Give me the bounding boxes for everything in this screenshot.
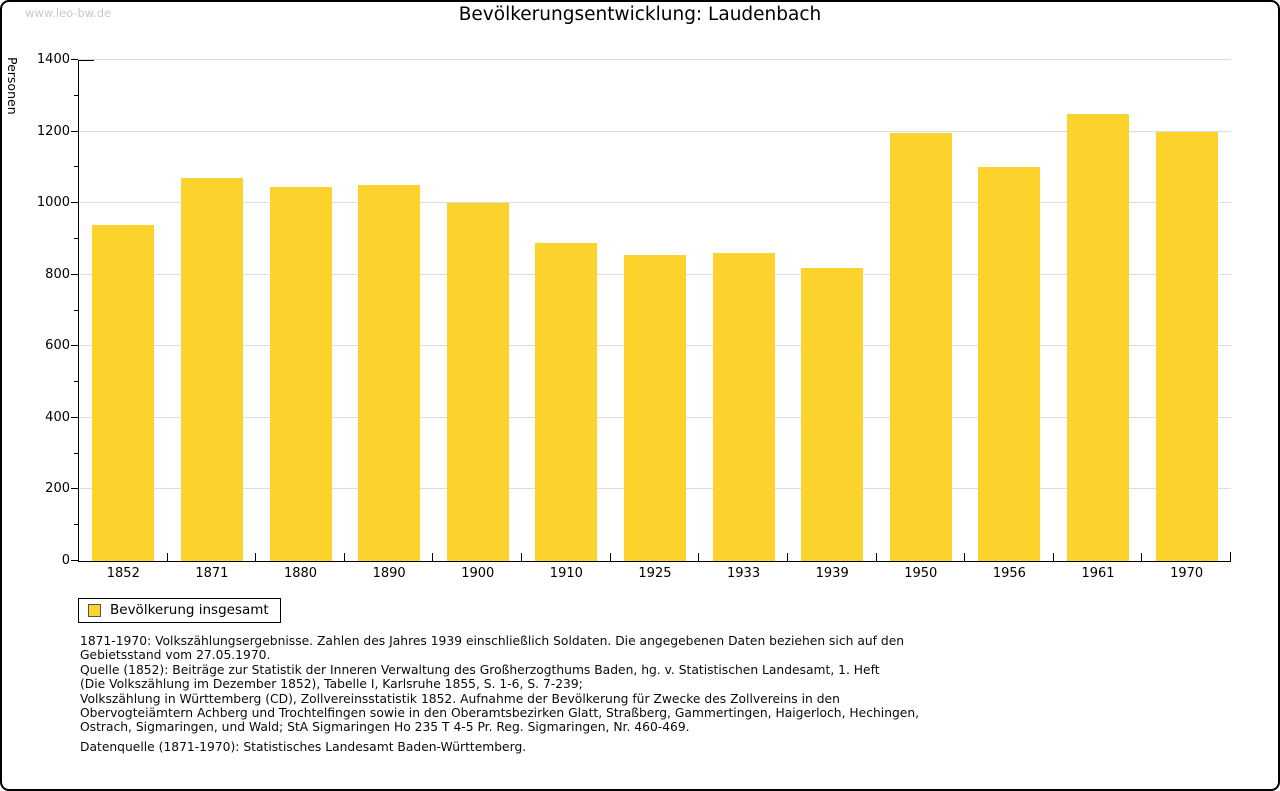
x-tick-label-1933: 1933 xyxy=(727,566,761,581)
x-boundary-tick-2 xyxy=(255,553,257,561)
y-tick-label-800: 800 xyxy=(45,266,70,282)
bar-1890 xyxy=(358,185,421,561)
category-cell-1900 xyxy=(433,60,522,561)
gridline-1200 xyxy=(79,130,1231,132)
category-cell-1970 xyxy=(1142,60,1231,561)
y-tick-label-0: 0 xyxy=(61,553,70,568)
footnote-line-2: Gebietsstand vom 27.05.1970. xyxy=(80,648,271,663)
gridline-1400 xyxy=(79,59,1231,60)
y-major-tick-1000 xyxy=(71,202,78,204)
y-major-tick-0 xyxy=(71,560,78,561)
category-cell-1933 xyxy=(699,60,788,561)
y-major-tick-200 xyxy=(71,488,78,490)
x-tick-label-1956: 1956 xyxy=(992,566,1026,581)
x-boundary-tick-6 xyxy=(609,553,611,561)
footnote-line-6: Obervogteiämtern Achberg und Trochtelfin… xyxy=(80,706,920,721)
y-minor-tick-700 xyxy=(74,309,78,311)
x-boundary-tick-12 xyxy=(1141,553,1143,561)
y-minor-tick-1300 xyxy=(74,94,78,96)
x-tick-label-1900: 1900 xyxy=(461,566,495,581)
y-major-tick-600 xyxy=(71,345,78,347)
category-cell-1961 xyxy=(1054,60,1143,561)
category-cell-1871 xyxy=(168,60,257,561)
x-tick-label-1939: 1939 xyxy=(815,566,849,581)
page-title: Bevölkerungsentwicklung: Laudenbach xyxy=(458,4,822,25)
x-boundary-tick-10 xyxy=(964,553,966,561)
y-minor-tick-900 xyxy=(74,237,78,239)
bar-cells xyxy=(79,60,1231,561)
bar-1880 xyxy=(269,187,332,561)
bar-1933 xyxy=(712,253,775,561)
x-tick-label-1950: 1950 xyxy=(904,566,938,581)
y-minor-tick-1100 xyxy=(74,166,78,168)
y-major-tick-800 xyxy=(71,273,78,275)
y-major-tick-1400 xyxy=(71,59,78,60)
y-tick-label-1000: 1000 xyxy=(36,195,70,211)
bar-1956 xyxy=(978,167,1041,561)
x-boundary-tick-1 xyxy=(166,553,168,561)
x-boundary-tick-3 xyxy=(343,553,345,561)
legend-swatch-icon xyxy=(88,603,101,617)
x-boundary-tick-9 xyxy=(875,553,877,561)
y-minor-tick-100 xyxy=(74,524,78,526)
bar-1961 xyxy=(1067,113,1129,561)
plot-area: 0 200 400 600 800 1000 1200 1400 1852 1871 1880 189… xyxy=(37,52,1231,581)
footnotes: 1871-1970: Volkszählungsergebnisse. Zahl… xyxy=(80,634,919,735)
y-tick-label-400: 400 xyxy=(45,409,70,425)
bar-1970 xyxy=(1155,131,1218,561)
x-axis-labels: 1852 1871 1880 1890 1900 1910 1925 1933 1939 1950… xyxy=(79,566,1231,581)
datasource-line: Datenquelle (1871-1970): Statistisches L… xyxy=(80,740,527,754)
axis-corner-tick xyxy=(79,60,94,61)
y-tick-label-1200: 1200 xyxy=(36,123,70,139)
category-cell-1925 xyxy=(611,60,700,561)
x-tick-label-1961: 1961 xyxy=(1081,566,1115,581)
y-tick-label-600: 600 xyxy=(45,338,70,354)
category-cell-1852 xyxy=(79,60,168,561)
y-major-tick-1200 xyxy=(71,130,78,132)
y-axis-title: Personen xyxy=(5,57,20,115)
x-boundary-tick-4 xyxy=(432,553,434,561)
footnote-line-7: Ostrach, Sigmaringen, und Wald; StA Sigm… xyxy=(80,720,690,735)
category-cell-1880 xyxy=(256,60,345,561)
footnote-line-5: Volkszählung in Württemberg (CD), Zollve… xyxy=(80,691,840,706)
y-tick-label-200: 200 xyxy=(45,481,70,497)
category-cell-1910 xyxy=(522,60,611,561)
x-boundary-tick-8 xyxy=(786,553,788,561)
category-cell-1950 xyxy=(876,60,965,561)
y-minor-tick-300 xyxy=(74,452,78,454)
category-cell-1939 xyxy=(788,60,877,561)
footnote-line-3: Quelle (1852): Beiträge zur Statistik de… xyxy=(80,662,880,677)
bar-1950 xyxy=(889,133,952,561)
x-tick-label-1890: 1890 xyxy=(372,566,406,581)
x-tick-label-1970: 1970 xyxy=(1170,566,1204,581)
bar-1939 xyxy=(801,267,864,561)
bar-1910 xyxy=(535,242,598,561)
x-boundary-tick-7 xyxy=(698,553,700,561)
x-boundary-tick-5 xyxy=(521,553,523,561)
x-tick-label-1871: 1871 xyxy=(195,566,229,581)
category-cell-1956 xyxy=(965,60,1054,561)
x-boundary-tick-11 xyxy=(1052,553,1054,561)
legend: Bevölkerung insgesamt xyxy=(78,598,281,623)
y-major-tick-400 xyxy=(71,416,78,418)
x-boundary-tick-13 xyxy=(1230,552,1231,561)
category-cell-1890 xyxy=(345,60,434,561)
bar-1925 xyxy=(623,255,686,561)
x-tick-label-1852: 1852 xyxy=(106,566,140,581)
x-tick-label-1910: 1910 xyxy=(549,566,583,581)
footnote-line-4: (Die Volkszählung im Dezember 1852), Tab… xyxy=(80,677,583,692)
gridline-1000 xyxy=(79,202,1231,204)
x-tick-label-1880: 1880 xyxy=(283,566,318,581)
y-tick-label-1400: 1400 xyxy=(36,52,70,67)
bar-1900 xyxy=(446,203,509,561)
watermark: www.leo-bw.de xyxy=(25,6,112,20)
y-minor-tick-500 xyxy=(74,381,78,383)
bar-1852 xyxy=(92,224,155,561)
bar-1871 xyxy=(180,178,243,561)
legend-label: Bevölkerung insgesamt xyxy=(110,602,269,618)
footnote-line-1: 1871-1970: Volkszählungsergebnisse. Zahl… xyxy=(80,634,905,648)
x-tick-label-1925: 1925 xyxy=(638,566,672,581)
